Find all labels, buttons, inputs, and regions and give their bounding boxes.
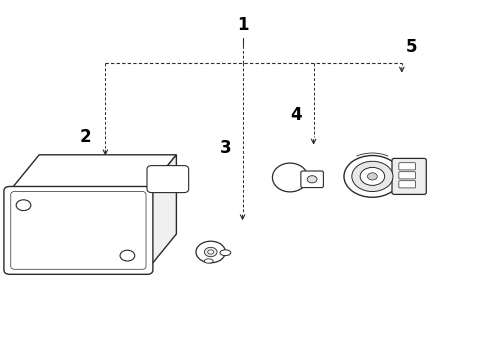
FancyBboxPatch shape	[4, 186, 153, 274]
FancyBboxPatch shape	[147, 166, 189, 193]
FancyBboxPatch shape	[392, 158, 426, 194]
Circle shape	[360, 167, 385, 185]
Text: 5: 5	[406, 38, 417, 56]
Circle shape	[352, 161, 393, 192]
Ellipse shape	[220, 250, 231, 256]
Circle shape	[16, 200, 31, 211]
Circle shape	[307, 176, 317, 183]
Ellipse shape	[204, 259, 213, 263]
Circle shape	[196, 241, 225, 263]
Circle shape	[368, 173, 377, 180]
Circle shape	[204, 247, 217, 257]
Text: 1: 1	[237, 16, 248, 34]
Circle shape	[208, 250, 214, 254]
Circle shape	[344, 156, 401, 197]
Text: 2: 2	[80, 128, 92, 146]
FancyBboxPatch shape	[399, 172, 416, 179]
Polygon shape	[147, 155, 176, 270]
Ellipse shape	[272, 163, 308, 192]
Circle shape	[120, 250, 135, 261]
FancyBboxPatch shape	[301, 171, 323, 188]
Polygon shape	[10, 155, 176, 191]
FancyBboxPatch shape	[399, 181, 416, 188]
FancyBboxPatch shape	[399, 163, 416, 170]
Text: 3: 3	[220, 139, 231, 157]
Text: 4: 4	[291, 106, 302, 124]
